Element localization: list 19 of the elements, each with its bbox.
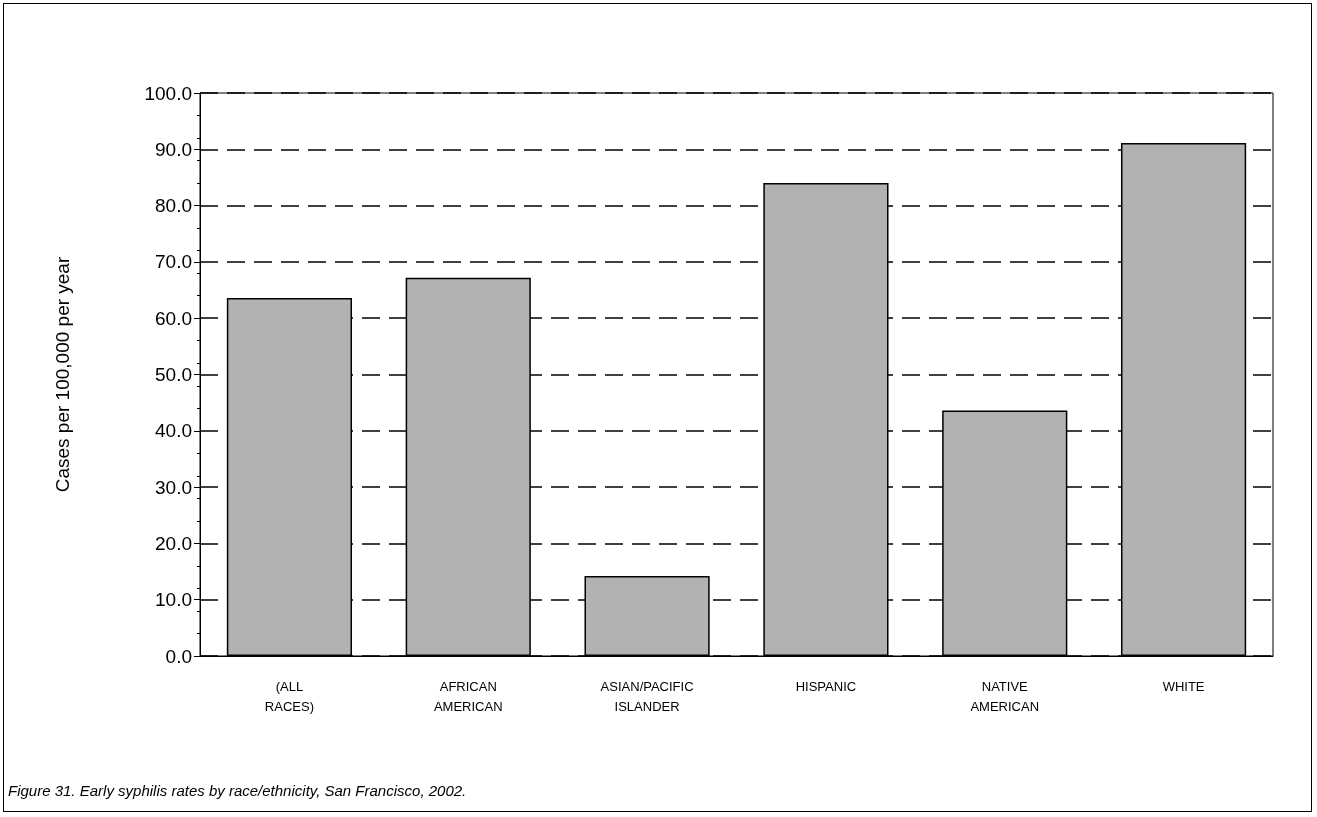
x-tick-label: NATIVE AMERICAN [970, 678, 1040, 714]
y-tick-label: 20.0 [155, 532, 192, 554]
y-tick-label: 60.0 [155, 307, 192, 329]
x-tick-label: (ALL RACES) [264, 678, 314, 714]
y-tick-label: 90.0 [155, 138, 192, 160]
y-tick-label: 50.0 [155, 364, 192, 385]
y-tick-label: 80.0 [155, 195, 192, 217]
y-tick-label: 0.0 [165, 645, 192, 667]
y-tick-label: 70.0 [155, 251, 192, 273]
x-tick-label: WHITE [1162, 678, 1205, 694]
y-tick-label: 100.0 [144, 82, 192, 104]
caption: Figure 31. Early syphilis rates by race/ethnicity, San Francisco, 2002. [8, 782, 467, 799]
y-tick-label: 40.0 [155, 420, 192, 442]
x-tick-label: AFRICAN AMERICAN [433, 678, 503, 714]
y-tick-label: 10.0 [155, 589, 192, 611]
y-tick-label: 30.0 [155, 476, 192, 498]
x-tick-label: ASIAN/PACIFIC ISLANDER [600, 678, 694, 714]
x-tick-label: HISPANIC [795, 678, 857, 694]
y-axis-title: Cases per 100,000 per year [52, 256, 73, 493]
